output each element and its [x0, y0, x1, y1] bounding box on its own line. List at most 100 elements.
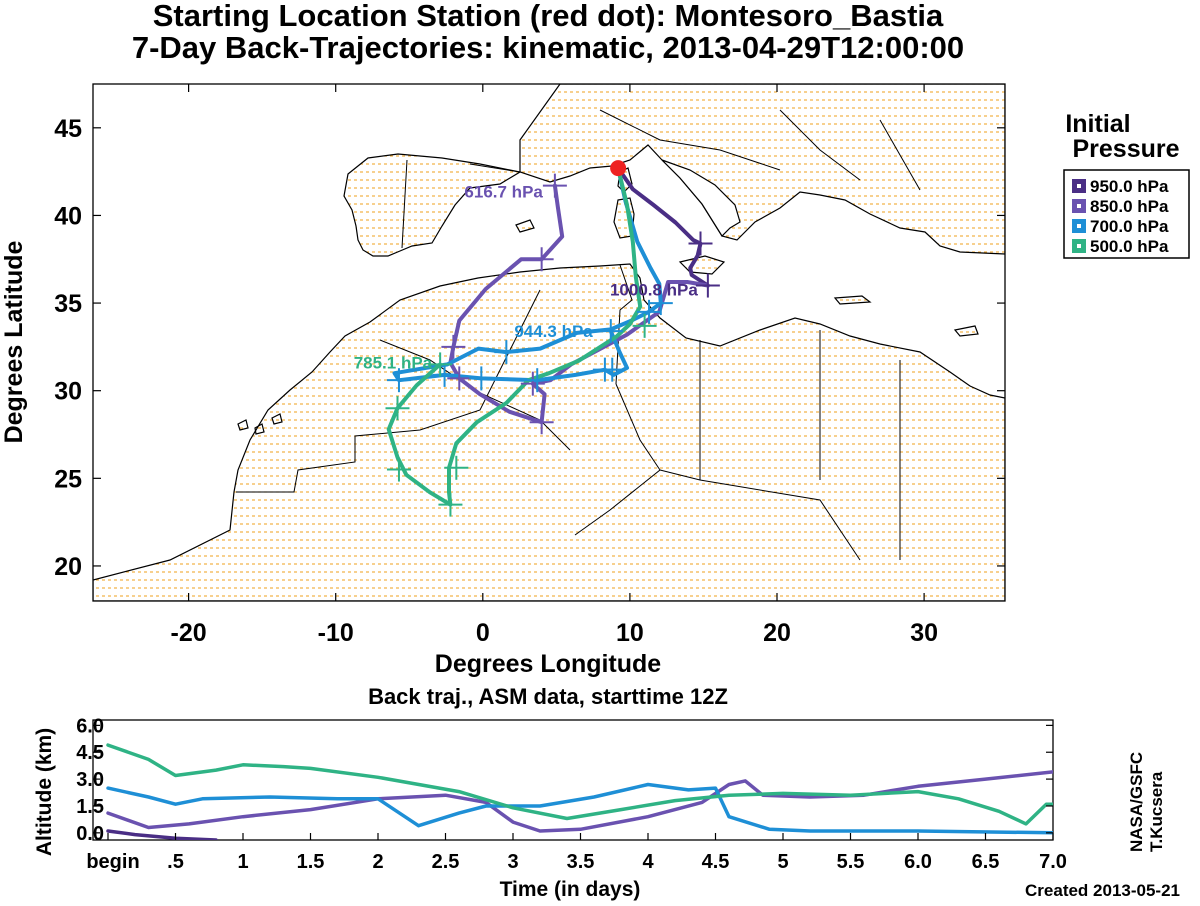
map-y-tick-label: 25: [54, 465, 82, 493]
map-y-tick-label: 30: [54, 378, 82, 406]
legend-item-0: 950.0 hPa: [1072, 177, 1169, 196]
altitude-x-tick-label: 7.0: [1039, 851, 1067, 873]
land-iberia: [343, 153, 522, 257]
trajectory-marker: [592, 357, 617, 382]
map-y-axis: 20 25 30 35 40 45: [54, 115, 1005, 581]
map-y-tick-label: 35: [54, 290, 82, 318]
trajectory-end-labels: 1000.8 hPa 616.7 hPa 944.3 hPa 785.1 hPa: [354, 183, 699, 373]
map-trajectory-marks: [385, 166, 720, 517]
map-panel: [92, 83, 1006, 602]
map-y-tick-label: 40: [54, 202, 82, 230]
map-start-marker-layer: [610, 160, 627, 177]
trajectory-marker: [525, 368, 550, 393]
legend-item-3: 500.0 hPa: [1072, 237, 1169, 256]
trajectory-end-label-2: 944.3 hPa: [514, 322, 593, 341]
altitude-x-tick-label: 5: [777, 851, 788, 873]
map-x-tick-label: 10: [616, 619, 644, 647]
map-x-tick-label: -20: [171, 619, 207, 647]
legend-item-2: 700.0 hPa: [1072, 217, 1169, 236]
chart-title-line2: 7-Day Back-Trajectories: kinematic, 2013…: [132, 30, 964, 65]
map-x-axis-label: Degrees Longitude: [435, 650, 662, 678]
altitude-y-tick-label: 0.0: [76, 823, 104, 845]
credit-nasa-gsfc: NASA/GSFC: [1127, 752, 1146, 852]
trajectory-marker: [428, 352, 453, 377]
altitude-y-tick-label: 3.0: [76, 769, 104, 791]
land-canary-3: [271, 413, 283, 425]
credit-author: T.Kucsera: [1147, 771, 1166, 852]
altitude-x-tick-label: 6.0: [904, 851, 932, 873]
trajectory-marker: [385, 396, 410, 421]
map-x-tick-label: -10: [318, 619, 354, 647]
map-y-tick-label: 20: [54, 553, 82, 581]
map-x-axis: -20 -10 0 10 20 30: [171, 84, 938, 647]
altitude-y-tick-label: 6.0: [76, 715, 104, 737]
trajectory-marker: [441, 334, 466, 359]
trajectory-marker: [444, 455, 469, 480]
trajectory-end-label-3: 785.1 hPa: [354, 353, 433, 372]
trajectory-marker: [632, 313, 657, 338]
map-y-tick-label: 45: [54, 115, 82, 143]
land-crete: [833, 295, 872, 305]
altitude-x-axis-label: Time (in days): [500, 878, 641, 901]
altitude-x-tick-label: 1.5: [297, 851, 325, 873]
trajectory-end-label-0: 1000.8 hPa: [610, 281, 698, 300]
altitude-x-tick-label: 2.5: [432, 851, 460, 873]
altitude-title: Back traj., ASM data, starttime 12Z: [368, 684, 728, 709]
altitude-frame: [92, 719, 1054, 841]
land-africa: [93, 263, 1005, 601]
created-date: Created 2013-05-21: [1025, 881, 1180, 900]
altitude-line-3: [106, 743, 1053, 826]
altitude-panel: [92, 719, 1054, 841]
start-location-dot: [610, 160, 627, 177]
altitude-x-axis: begin .5 1 1.5 2 2.5 3 3.5 4 4.5 5 5.5 6.0 6.5 7.0: [86, 833, 1067, 873]
altitude-x-tick-label: 3: [507, 851, 518, 873]
altitude-x-tick-label: 5.5: [837, 851, 865, 873]
trajectory-line-0: [616, 166, 710, 288]
altitude-x-tick-label: .5: [167, 851, 184, 873]
trajectory-marker: [520, 371, 545, 396]
legend-title-line2: Pressure: [1072, 135, 1179, 163]
land-canary-1: [237, 419, 249, 431]
altitude-x-tick-label: 1: [237, 851, 248, 873]
legend-label: 500.0 hPa: [1090, 237, 1169, 256]
altitude-line-0: [106, 829, 218, 840]
altitude-y-axis: 0.0 1.5 3.0 4.5 6.0: [76, 715, 1053, 845]
altitude-y-axis-label: Altitude (km): [33, 728, 56, 856]
land-italy-sea-gap: [661, 159, 741, 237]
altitude-lines: [106, 743, 1053, 840]
trajectory-marker: [637, 299, 662, 324]
legend-title-line1: Initial: [1065, 110, 1130, 138]
altitude-y-tick-label: 4.5: [76, 742, 104, 764]
altitude-x-tick-label: 6.5: [972, 851, 1000, 873]
trajectory-marker: [386, 457, 411, 482]
chart-title-line1: Starting Location Station (red dot): Mon…: [153, 0, 944, 33]
trajectory-marker: [695, 273, 720, 298]
trajectory-marker: [529, 247, 554, 272]
trajectory-marker: [542, 173, 567, 198]
altitude-x-tick-label: begin: [86, 851, 139, 873]
map-x-tick-label: 20: [763, 619, 791, 647]
map-y-axis-label: Degrees Latitude: [0, 240, 28, 443]
trajectory-marker: [432, 362, 457, 387]
legend-item-1: 850.0 hPa: [1072, 197, 1169, 216]
land-canary-2: [254, 423, 265, 435]
trajectory-marker: [529, 410, 554, 435]
trajectory-line-3: [386, 166, 643, 507]
trajectory-marker: [386, 368, 411, 393]
legend-label: 850.0 hPa: [1090, 197, 1169, 216]
altitude-x-tick-label: 3.5: [567, 851, 595, 873]
trajectory-marker: [688, 231, 713, 256]
trajectory-end-label-1: 616.7 hPa: [464, 183, 543, 202]
legend-label: 950.0 hPa: [1090, 177, 1169, 196]
legend-label: 700.0 hPa: [1090, 217, 1169, 236]
altitude-x-tick-label: 4.5: [702, 851, 730, 873]
land-cyprus: [953, 325, 979, 337]
map-x-tick-label: 0: [476, 619, 490, 647]
land-balearic: [515, 219, 535, 233]
trajectory-marker: [447, 366, 472, 391]
altitude-x-tick-label: 2: [372, 851, 383, 873]
trajectory-marker: [438, 492, 463, 517]
